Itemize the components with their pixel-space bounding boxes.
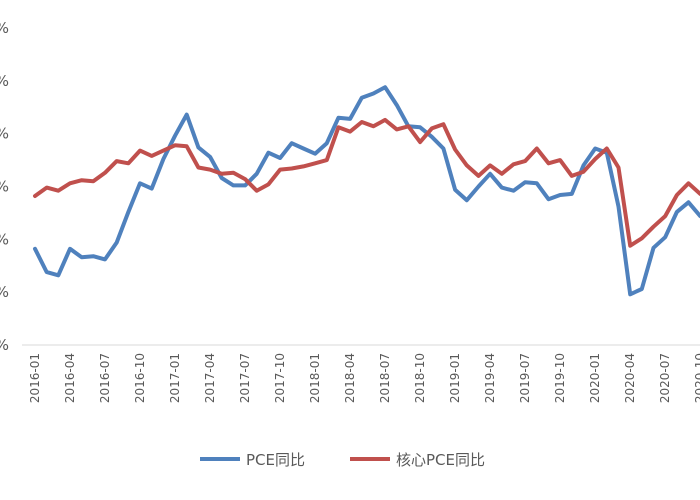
x-tick-label: 2016-01 [28,353,42,403]
y-tick-label: % [0,19,9,37]
x-tick-label: 2017-10 [273,353,287,403]
x-tick-label: 2020-10 [693,353,700,403]
series-group [33,85,700,297]
x-tick-label: 2016-10 [133,353,147,403]
x-tick-label: 2019-10 [553,353,567,403]
x-tick-label: 2018-04 [343,353,357,403]
x-tick-label: 2020-01 [588,353,602,403]
y-tick-label: % [0,230,9,248]
x-tick-label: 2016-04 [63,353,77,403]
x-axis: 2016-01 2016-04 2016-07 2016-10 2017-01 2017-… [22,344,700,403]
y-tick-label: % [0,283,9,301]
x-tick-label: 2018-01 [308,353,322,403]
x-tick-label: 2017-01 [168,353,182,403]
legend-label: PCE同比 [246,451,305,469]
x-tick-label: 2020-07 [658,353,672,403]
y-tick-label: % [0,125,9,143]
x-tick-label: 2019-01 [448,353,462,403]
y-tick-label: % [0,178,9,196]
x-tick-label: 2016-07 [98,353,112,403]
x-tick-label: 2019-07 [518,353,532,403]
x-tick-label: 2017-07 [238,353,252,403]
x-tick-label: 2017-04 [203,353,217,403]
x-tick-label: 2020-04 [623,353,637,403]
x-tick-label: 2019-04 [483,353,497,403]
x-tick-label: 2018-07 [378,353,392,403]
y-axis: %%%%%%% [0,19,9,354]
y-tick-label: % [0,336,9,354]
legend-label: 核心PCE同比 [396,451,485,469]
series-line-2 [33,117,700,248]
x-tick-label: 2018-10 [413,353,427,403]
series-line-1 [33,85,700,297]
y-tick-label: % [0,72,9,90]
legend: PCE同比 核心PCE同比 [200,451,485,469]
